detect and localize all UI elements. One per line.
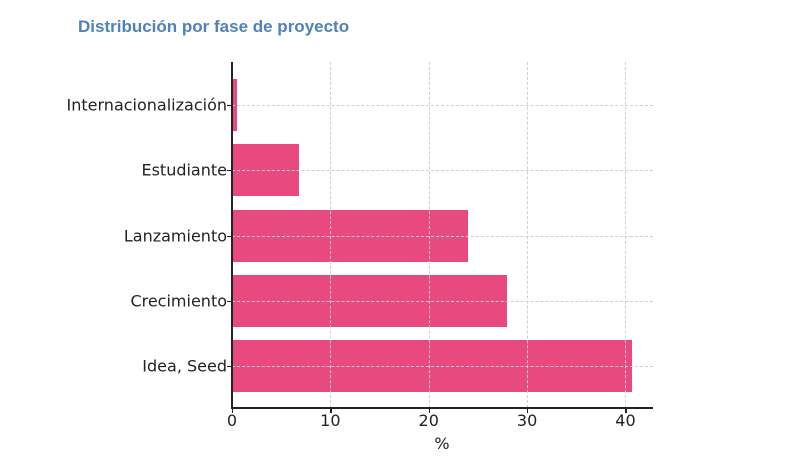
y-tick-mark [227, 105, 232, 107]
y-tick-mark [227, 236, 232, 238]
y-tick-mark [227, 366, 232, 368]
x-axis-line [231, 407, 653, 409]
horizontal-gridline [232, 236, 653, 237]
x-tick-label: 10 [320, 411, 341, 430]
y-tick-label: Estudiante [141, 160, 227, 180]
y-axis-line [231, 62, 233, 409]
y-tick-mark [227, 301, 232, 303]
x-tick-mark [330, 408, 332, 413]
y-tick-label: Internacionalización [66, 95, 227, 115]
x-tick-mark [527, 408, 529, 413]
horizontal-gridline [232, 366, 653, 367]
plot-area [232, 62, 653, 408]
x-tick-label: 30 [516, 411, 538, 430]
x-axis-title: % [434, 434, 450, 453]
x-tick-mark [428, 408, 431, 413]
vertical-gridline [527, 62, 529, 408]
horizontal-gridline [232, 105, 653, 106]
y-tick-mark [227, 170, 232, 172]
y-tick-label: Lanzamiento [123, 226, 227, 246]
vertical-gridline [330, 62, 332, 408]
y-tick-label: Crecimiento [130, 291, 227, 311]
horizontal-gridline [232, 170, 653, 171]
horizontal-gridline [232, 301, 653, 302]
vertical-gridline [428, 62, 430, 408]
x-tick-mark [232, 408, 234, 413]
x-tick-label: 20 [418, 411, 439, 430]
vertical-gridline [625, 62, 627, 408]
y-tick-label: Idea, Seed [142, 356, 227, 376]
chart-title: Distribución por fase de proyecto [78, 17, 350, 36]
x-tick-mark [625, 408, 627, 413]
x-tick-label: 40 [615, 411, 636, 430]
x-tick-label: 0 [226, 411, 238, 430]
